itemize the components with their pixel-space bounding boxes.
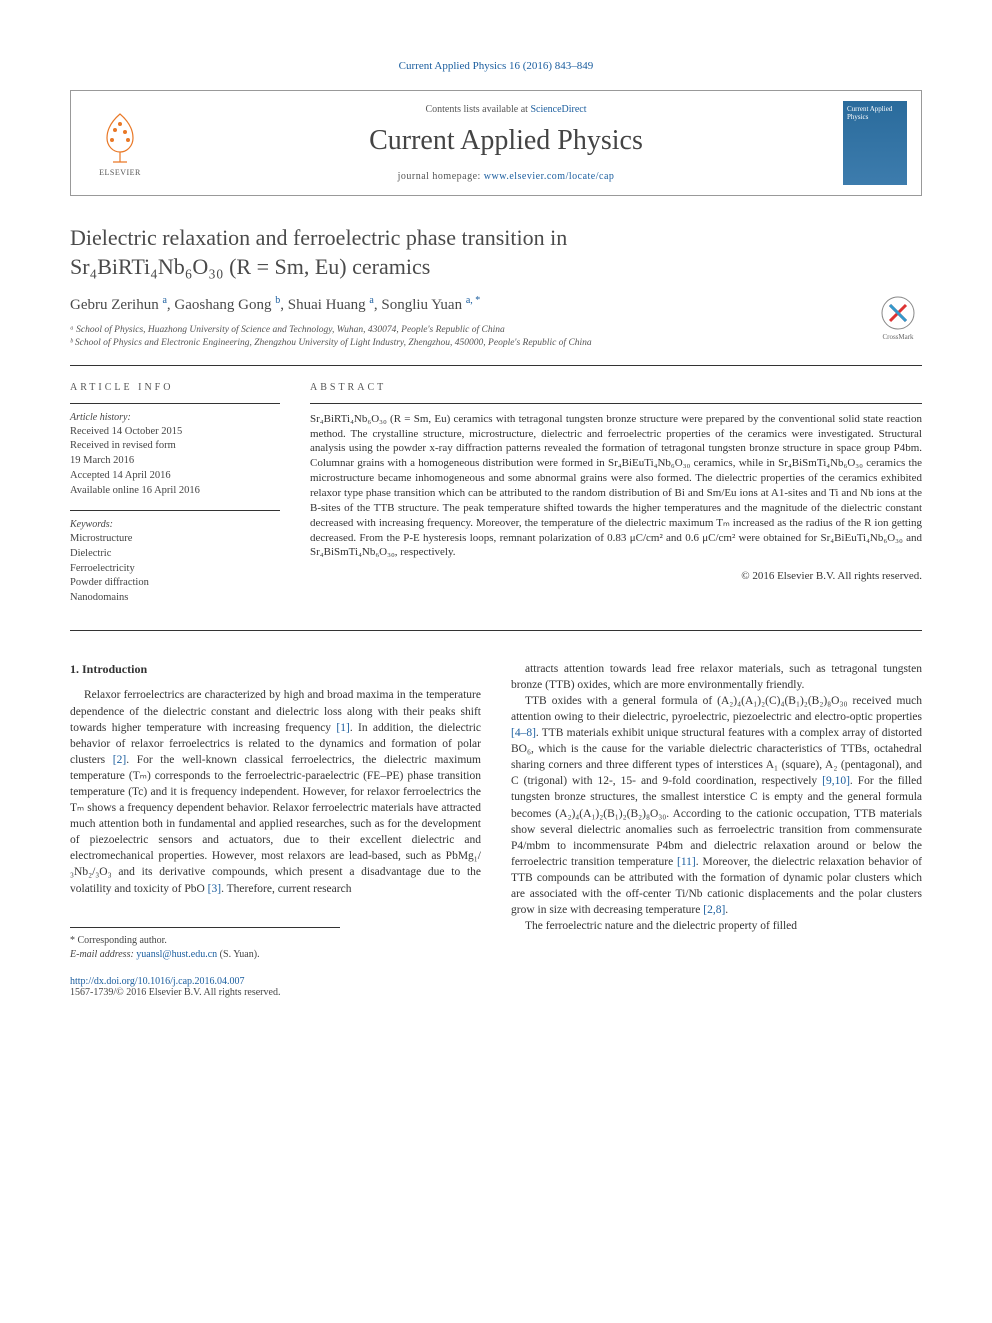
history-accepted: Accepted 14 April 2016 [70,469,280,484]
history-label: Article history: [70,412,280,423]
history-revised-1: Received in revised form [70,439,280,454]
homepage-link[interactable]: www.elsevier.com/locate/cap [484,171,615,182]
elsevier-logo: ELSEVIER [85,103,155,183]
col2-para-3: The ferroelectric nature and the dielect… [511,918,922,934]
col2-para-2: TTB oxides with a general formula of (A₂… [511,693,922,918]
email-label: E-mail address: [70,949,136,960]
keywords-label: Keywords: [70,519,280,530]
crossmark-icon [880,295,916,331]
divider-bottom [70,630,922,631]
issn-line: 1567-1739/© 2016 Elsevier B.V. All right… [70,987,922,998]
article-title: Dielectric relaxation and ferroelectric … [70,224,922,281]
contents-line: Contents lists available at ScienceDirec… [169,104,843,115]
sciencedirect-link[interactable]: ScienceDirect [530,104,586,115]
affiliations: ᵃ School of Physics, Huazhong University… [70,324,922,351]
keyword-5: Nanodomains [70,591,280,606]
keyword-1: Microstructure [70,532,280,547]
email-line: E-mail address: yuansl@hust.edu.cn (S. Y… [70,948,340,962]
body-column-right: attracts attention towards lead free rel… [511,661,922,962]
journal-name: Current Applied Physics [169,125,843,157]
divider-top [70,365,922,366]
corresponding-label: * Corresponding author. [70,934,340,948]
crossmark-badge[interactable]: CrossMark [874,295,922,343]
top-citation: Current Applied Physics 16 (2016) 843–84… [70,60,922,72]
cover-text: Current Applied Physics [847,105,903,121]
doi-line: http://dx.doi.org/10.1016/j.cap.2016.04.… [70,976,922,987]
history-received: Received 14 October 2015 [70,425,280,440]
col2-para-1: attracts attention towards lead free rel… [511,661,922,693]
keyword-2: Dielectric [70,547,280,562]
history-revised-2: 19 March 2016 [70,454,280,469]
contents-prefix: Contents lists available at [425,104,530,115]
abstract-head: ABSTRACT [310,382,922,393]
keyword-4: Powder diffraction [70,576,280,591]
authors: Gebru Zerihun a, Gaoshang Gong b, Shuai … [70,295,922,314]
intro-heading: 1. Introduction [70,661,481,678]
body-column-left: 1. Introduction Relaxor ferroelectrics a… [70,661,481,962]
elsevier-label: ELSEVIER [99,168,141,177]
kw-divider [70,510,280,511]
history-online: Available online 16 April 2016 [70,484,280,499]
keyword-3: Ferroelectricity [70,562,280,577]
journal-header: ELSEVIER Contents lists available at Sci… [70,90,922,196]
intro-para-1: Relaxor ferroelectrics are characterized… [70,687,481,896]
elsevier-tree-icon [95,110,145,166]
crossmark-label: CrossMark [882,333,913,341]
title-line-1: Dielectric relaxation and ferroelectric … [70,225,567,250]
affiliation-a: ᵃ School of Physics, Huazhong University… [70,324,922,337]
doi-link[interactable]: http://dx.doi.org/10.1016/j.cap.2016.04.… [70,976,245,987]
article-info-head: ARTICLE INFO [70,382,280,393]
affiliation-b: ᵇ School of Physics and Electronic Engin… [70,337,922,350]
corresponding-email-link[interactable]: yuansl@hust.edu.cn [136,949,217,960]
abstract-divider [310,403,922,404]
copyright: © 2016 Elsevier B.V. All rights reserved… [310,570,922,582]
journal-cover-thumb: Current Applied Physics [843,101,907,185]
info-divider [70,403,280,404]
email-suffix: (S. Yuan). [217,949,259,960]
title-line-2: Sr₄BiRTi₄Nb₆O₃₀ (R = Sm, Eu) ceramics [70,254,430,279]
corresponding-author-block: * Corresponding author. E-mail address: … [70,927,340,962]
homepage-line: journal homepage: www.elsevier.com/locat… [169,171,843,182]
homepage-prefix: journal homepage: [398,171,484,182]
abstract-text: Sr₄BiRTi₄Nb₆O₃₀ (R = Sm, Eu) ceramics wi… [310,412,922,560]
